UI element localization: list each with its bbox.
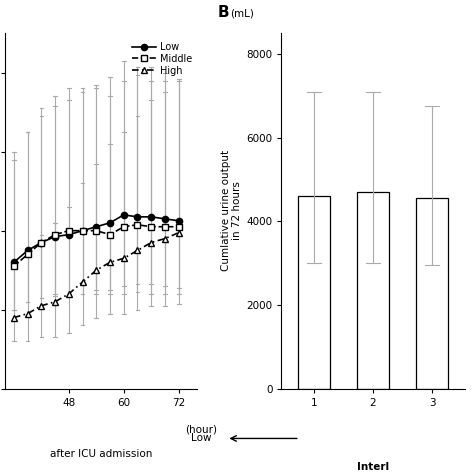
High	[52, 299, 58, 305]
Line: Low: Low	[11, 212, 182, 265]
Low	[38, 240, 44, 246]
Text: (mL): (mL)	[230, 9, 254, 19]
Middle	[52, 232, 58, 237]
Middle	[107, 232, 113, 237]
High	[25, 311, 30, 317]
Text: (hour): (hour)	[185, 424, 218, 434]
Low	[107, 220, 113, 226]
High	[135, 247, 140, 253]
Middle	[176, 224, 182, 229]
Bar	[357, 192, 389, 389]
Text: Interl: Interl	[357, 463, 389, 473]
High	[107, 259, 113, 265]
Bar	[416, 199, 448, 389]
Text: Low: Low	[191, 433, 212, 444]
High	[80, 279, 85, 285]
Middle	[38, 240, 44, 246]
Text: after ICU admission: after ICU admission	[50, 449, 152, 459]
Line: High: High	[11, 229, 182, 321]
Low	[148, 214, 154, 220]
Y-axis label: Cumlative urine output
in 72 hours: Cumlative urine output in 72 hours	[220, 150, 242, 272]
Middle	[11, 264, 17, 269]
High	[11, 315, 17, 320]
Low	[66, 232, 72, 237]
Middle	[93, 228, 99, 234]
High	[121, 255, 127, 261]
Middle	[148, 224, 154, 229]
Middle	[135, 222, 140, 228]
High	[38, 303, 44, 309]
High	[162, 236, 168, 241]
Low	[135, 214, 140, 220]
Low	[176, 218, 182, 224]
Middle	[80, 228, 85, 234]
High	[148, 240, 154, 246]
Middle	[121, 224, 127, 229]
Low	[93, 224, 99, 229]
Low	[11, 259, 17, 265]
Middle	[25, 252, 30, 257]
Low	[80, 228, 85, 234]
High	[176, 230, 182, 236]
Low	[52, 234, 58, 239]
Low	[25, 247, 30, 253]
High	[93, 267, 99, 273]
Low	[121, 212, 127, 218]
Middle	[66, 228, 72, 234]
High	[66, 291, 72, 297]
Low	[162, 216, 168, 222]
Text: B: B	[218, 5, 229, 20]
Line: Middle: Middle	[11, 222, 182, 269]
Bar	[298, 196, 330, 389]
Legend: Low, Middle, High: Low, Middle, High	[128, 38, 196, 80]
Middle	[162, 224, 168, 229]
